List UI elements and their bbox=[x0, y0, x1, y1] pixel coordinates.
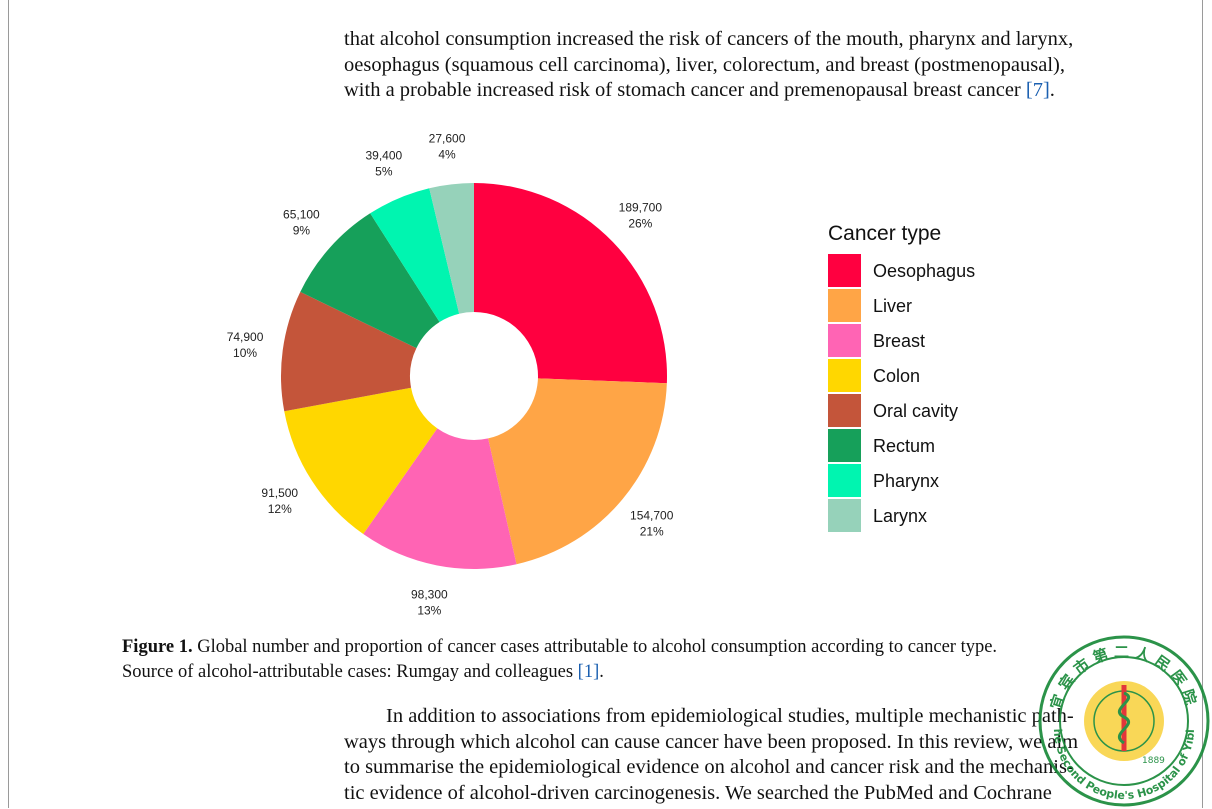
bottom-paragraph-line: ways through which alcohol can cause can… bbox=[344, 730, 1079, 753]
value-label: 98,300 bbox=[411, 588, 448, 602]
percent-label: 12% bbox=[268, 502, 292, 516]
top-paragraph: that alcohol consumption increased the r… bbox=[344, 27, 1073, 104]
value-label: 154,700 bbox=[630, 509, 674, 523]
percent-label: 5% bbox=[375, 164, 393, 178]
legend-swatch bbox=[828, 324, 861, 357]
slice-liver bbox=[488, 378, 667, 565]
value-label: 74,900 bbox=[227, 330, 264, 344]
bottom-paragraph: In addition to associations from epidemi… bbox=[344, 704, 1078, 806]
top-paragraph-text: with a probable increased risk of stomac… bbox=[344, 79, 1026, 101]
legend-label: Oesophagus bbox=[873, 261, 975, 281]
period: . bbox=[1049, 79, 1055, 101]
value-label: 65,100 bbox=[283, 207, 320, 221]
caption-line-1: Figure 1. Global number and proportion o… bbox=[122, 635, 997, 660]
slice-pharynx bbox=[370, 188, 460, 323]
data-label: 98,300 13% bbox=[411, 588, 448, 618]
data-label: 27,600 4% bbox=[429, 132, 466, 162]
legend-label: Liver bbox=[873, 296, 912, 316]
seal-outer-ring bbox=[1038, 635, 1210, 807]
legend-title: Cancer type bbox=[828, 222, 941, 245]
slice-rectum bbox=[300, 213, 440, 349]
top-paragraph-line: oesophagus (squamous cell carcinoma), li… bbox=[344, 53, 1066, 76]
data-label: 154,700 21% bbox=[630, 509, 674, 539]
bottom-paragraph-line: In addition to associations from epidemi… bbox=[386, 705, 1074, 727]
hospital-seal-stamp: 宜宾市第二人民医院 The Second People's Hospital o… bbox=[1036, 633, 1210, 807]
figure-caption: Figure 1. Global number and proportion o… bbox=[122, 635, 997, 685]
seal-inner-ring bbox=[1059, 656, 1189, 786]
top-paragraph-line: that alcohol consumption increased the r… bbox=[344, 28, 1074, 50]
legend-label: Rectum bbox=[873, 436, 935, 456]
donut-chart: 189,700 26% 154,700 21% 98,300 13% 91,500 12% 74… bbox=[227, 132, 975, 618]
citation-link[interactable]: [7] bbox=[1025, 79, 1050, 101]
percent-label: 4% bbox=[438, 148, 456, 162]
legend-swatch bbox=[828, 499, 861, 532]
figure-label: Figure 1. bbox=[122, 637, 193, 657]
bottom-paragraph-line: to summarise the epidemiological evidenc… bbox=[344, 756, 1074, 778]
slice-breast bbox=[363, 428, 517, 569]
citation-link[interactable]: [1] bbox=[577, 662, 600, 682]
caption-source: Source of alcohol-attributable cases: Ru… bbox=[122, 662, 578, 682]
legend-swatch bbox=[828, 464, 861, 497]
legend-label: Pharynx bbox=[873, 471, 939, 491]
data-label: 91,500 12% bbox=[261, 486, 298, 516]
legend-swatch bbox=[828, 359, 861, 392]
legend-label: Larynx bbox=[873, 506, 927, 526]
data-label: 74,900 10% bbox=[227, 330, 264, 360]
legend-swatch bbox=[828, 254, 861, 287]
period: . bbox=[599, 662, 604, 682]
top-paragraph-line: with a probable increased risk of stomac… bbox=[344, 78, 1073, 104]
slice-oesophagus bbox=[474, 183, 667, 384]
slice-colon bbox=[284, 387, 438, 535]
caption-text: Global number and proportion of cancer c… bbox=[192, 637, 998, 657]
value-label: 91,500 bbox=[261, 486, 298, 500]
legend-swatch bbox=[828, 394, 861, 427]
percent-label: 9% bbox=[293, 223, 311, 237]
page-border bbox=[8, 0, 1203, 808]
value-label: 189,700 bbox=[619, 201, 663, 215]
value-label: 39,400 bbox=[365, 148, 402, 162]
bottom-paragraph-line: tic evidence of alcohol-driven carcinoge… bbox=[344, 781, 1052, 804]
slice-larynx bbox=[429, 183, 474, 314]
percent-label: 10% bbox=[233, 346, 257, 360]
legend-label: Oral cavity bbox=[873, 401, 958, 421]
legend-swatch bbox=[828, 289, 861, 322]
seal-year: 1889 bbox=[1142, 756, 1165, 766]
percent-label: 13% bbox=[417, 604, 441, 618]
percent-label: 26% bbox=[628, 217, 652, 231]
caption-line-2: Source of alcohol-attributable cases: Ru… bbox=[122, 660, 997, 685]
legend-swatch bbox=[828, 429, 861, 462]
slice-oral-cavity bbox=[281, 291, 417, 412]
snake-icon bbox=[1117, 691, 1131, 745]
value-label: 27,600 bbox=[429, 132, 466, 146]
percent-label: 21% bbox=[640, 525, 664, 539]
legend-label: Colon bbox=[873, 366, 920, 386]
data-label: 65,100 9% bbox=[283, 207, 320, 237]
legend-label: Breast bbox=[873, 331, 925, 351]
data-label: 39,400 5% bbox=[365, 148, 402, 178]
data-label: 189,700 26% bbox=[619, 201, 663, 231]
